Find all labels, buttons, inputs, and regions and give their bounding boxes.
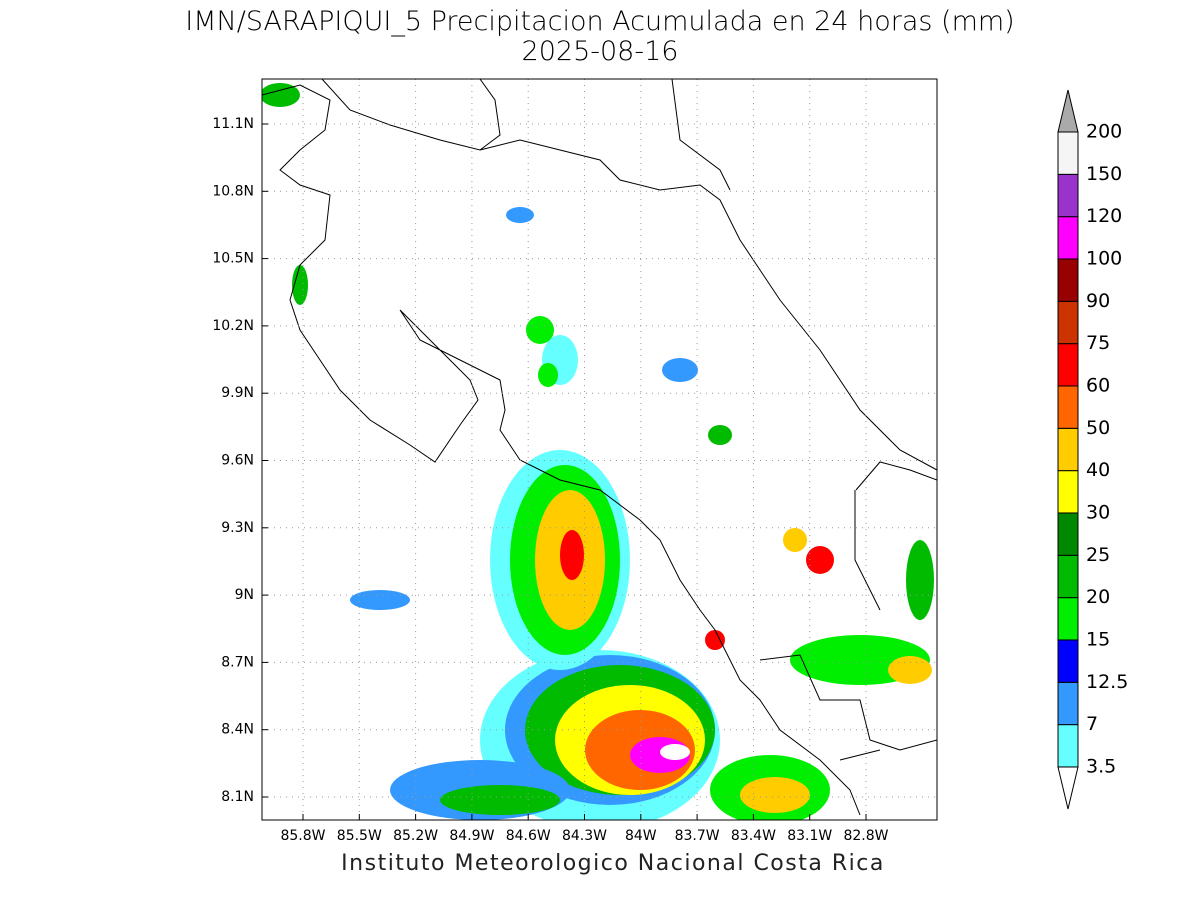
colorbar-band <box>1057 427 1079 472</box>
lon-label: 83.1W <box>787 828 832 844</box>
colorbar-above <box>1057 89 1079 133</box>
lat-label: 8.7N <box>221 654 254 670</box>
colorbar-band <box>1057 131 1079 175</box>
colorbar-label: 30 <box>1086 501 1110 523</box>
colorbar-band <box>1057 343 1079 387</box>
lat-label: 8.1N <box>221 789 254 805</box>
lon-label: 82.8W <box>843 828 888 844</box>
colorbar-band <box>1057 385 1079 429</box>
map-frame <box>261 78 938 821</box>
colorbar-label: 120 <box>1086 205 1122 227</box>
lat-label: 10.5N <box>212 251 254 267</box>
footer: Instituto Meteorologico Nacional Costa R… <box>341 851 885 876</box>
lat-label: 9.6N <box>221 453 254 469</box>
colorbar-label: 15 <box>1086 628 1110 650</box>
colorbar-band <box>1057 639 1079 683</box>
colorbar-band <box>1057 300 1079 345</box>
colorbar: 3.5 7 12.5 15 20 25 30 40 50 60 75 90 100 120 150 200 <box>1057 89 1128 810</box>
colorbar-label: 75 <box>1086 332 1110 354</box>
colorbar-band <box>1057 512 1079 556</box>
graticule: 11.1N 10.8N 10.5N 10.2N 9.9N 9.6N 9.3N 9N 8.7N 8.… <box>212 79 937 844</box>
colorbar-band <box>1057 597 1079 641</box>
colorbar-label: 90 <box>1086 290 1110 312</box>
colorbar-label: 40 <box>1086 459 1110 481</box>
lat-label: 10.8N <box>212 183 254 199</box>
title: IMN/SARAPIQUI_5 Precipitacion Acumulada … <box>185 6 1014 37</box>
lat-label: 8.4N <box>221 722 254 738</box>
colorbar-label: 20 <box>1086 586 1110 608</box>
colorbar-band <box>1057 681 1079 726</box>
colorbar-below <box>1057 766 1079 810</box>
lon-label: 85.5W <box>337 828 382 844</box>
lon-label: 84.3W <box>562 828 607 844</box>
colorbar-label: 50 <box>1086 417 1110 439</box>
colorbar-label: 100 <box>1086 247 1122 269</box>
colorbar-band <box>1057 258 1079 302</box>
lon-label: 84W <box>625 828 657 844</box>
coastlines <box>262 79 937 816</box>
colorbar-label: 200 <box>1086 121 1122 143</box>
lon-label: 85.8W <box>280 828 325 844</box>
colorbar-band <box>1057 724 1079 768</box>
colorbar-band <box>1057 173 1079 218</box>
colorbar-label: 12.5 <box>1086 671 1128 693</box>
lon-label: 84.9W <box>449 828 494 844</box>
colorbar-band <box>1057 470 1079 514</box>
lon-label: 83.4W <box>731 828 776 844</box>
lon-label: 83.7W <box>675 828 720 844</box>
lat-label: 11.1N <box>212 116 254 132</box>
colorbar-label: 60 <box>1086 374 1110 396</box>
lat-label: 9N <box>235 587 254 603</box>
lat-label: 9.3N <box>221 520 254 536</box>
colorbar-label: 150 <box>1086 163 1122 185</box>
colorbar-band <box>1057 554 1079 599</box>
lat-label: 9.9N <box>221 385 254 401</box>
precipitation-field <box>262 83 934 820</box>
date: 2025-08-16 <box>522 36 679 67</box>
colorbar-label: 7 <box>1086 713 1098 735</box>
colorbar-band <box>1057 216 1079 260</box>
colorbar-label: 25 <box>1086 544 1110 566</box>
lon-label: 85.2W <box>393 828 438 844</box>
lat-label: 10.2N <box>212 318 254 334</box>
lon-label: 84.6W <box>506 828 551 844</box>
colorbar-label: 3.5 <box>1086 755 1116 777</box>
